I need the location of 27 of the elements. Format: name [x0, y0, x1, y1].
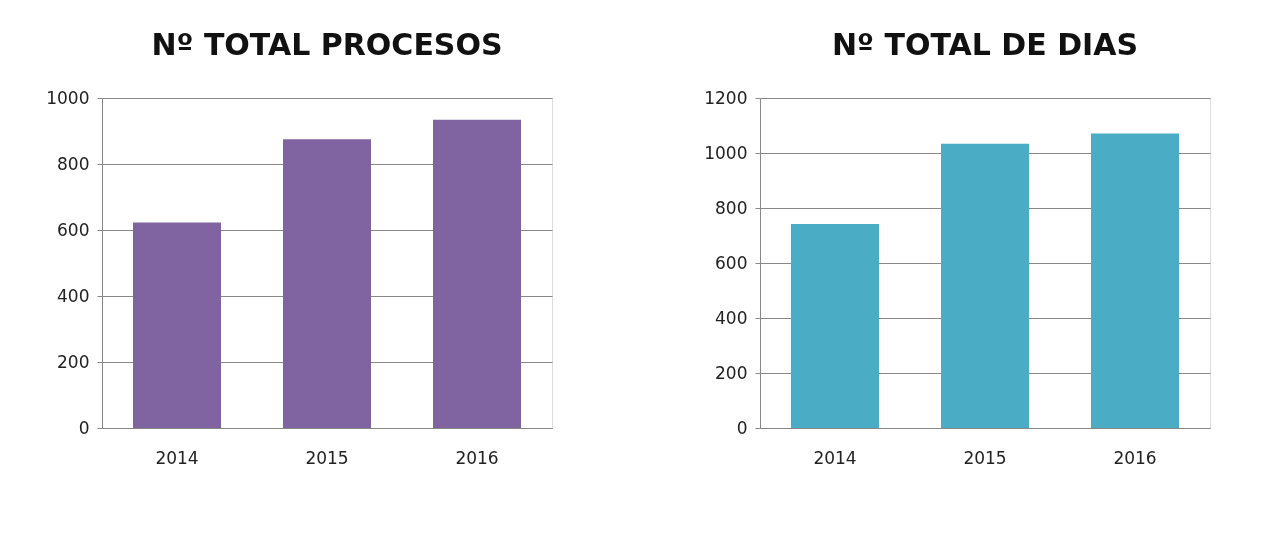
- x-tick-label: 2015: [963, 447, 1007, 468]
- y-tick-label: 0: [78, 417, 90, 438]
- bar: [283, 139, 371, 428]
- chart-title: Nº TOTAL PROCESOS: [151, 27, 503, 62]
- bar: [941, 143, 1029, 428]
- bar: [133, 222, 221, 428]
- chart-title: Nº TOTAL DE DIAS: [831, 27, 1139, 62]
- x-tick-label: 2014: [813, 447, 857, 468]
- y-tick-label: 0: [736, 417, 748, 438]
- y-tick-label: 1200: [704, 87, 748, 108]
- x-tick-label: 2016: [1113, 447, 1157, 468]
- y-tick-label: 600: [57, 219, 90, 240]
- y-tick-label: 600: [715, 252, 748, 273]
- y-tick-label: 400: [715, 307, 748, 328]
- y-tick-label: 1000: [46, 87, 90, 108]
- y-tick-label: 800: [715, 197, 748, 218]
- x-tick-label: 2016: [455, 447, 499, 468]
- bar: [433, 119, 521, 428]
- x-tick-label: 2015: [305, 447, 349, 468]
- bar: [1091, 133, 1179, 428]
- y-tick-label: 400: [57, 285, 90, 306]
- y-tick-label: 1000: [704, 142, 748, 163]
- y-tick-label: 800: [57, 153, 90, 174]
- y-tick-label: 200: [715, 362, 748, 383]
- bar: [791, 223, 879, 428]
- y-tick-label: 200: [57, 351, 90, 372]
- x-tick-label: 2014: [155, 447, 199, 468]
